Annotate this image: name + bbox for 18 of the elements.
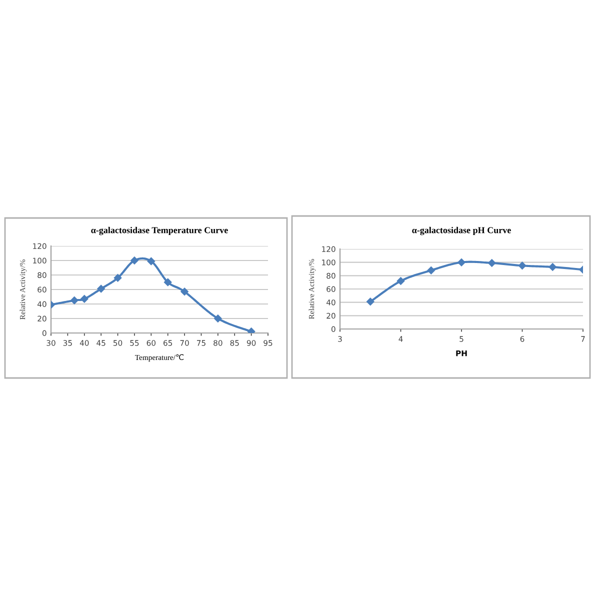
point: [548, 263, 556, 271]
point: [427, 266, 435, 274]
point: [458, 258, 466, 266]
point: [488, 259, 496, 267]
point: [164, 278, 172, 286]
point: [180, 288, 188, 296]
point: [97, 284, 105, 293]
point: [147, 257, 155, 266]
point: [130, 256, 138, 264]
point: [396, 277, 405, 285]
point: [518, 262, 526, 270]
chart-title: α-galactosidase pH Curve: [412, 226, 511, 236]
point: [214, 314, 222, 322]
chart-title: α-galactosidase Temperature Curve: [91, 226, 228, 236]
point: [114, 274, 122, 282]
point: [366, 298, 374, 306]
point: [70, 296, 78, 304]
point: [80, 295, 88, 303]
